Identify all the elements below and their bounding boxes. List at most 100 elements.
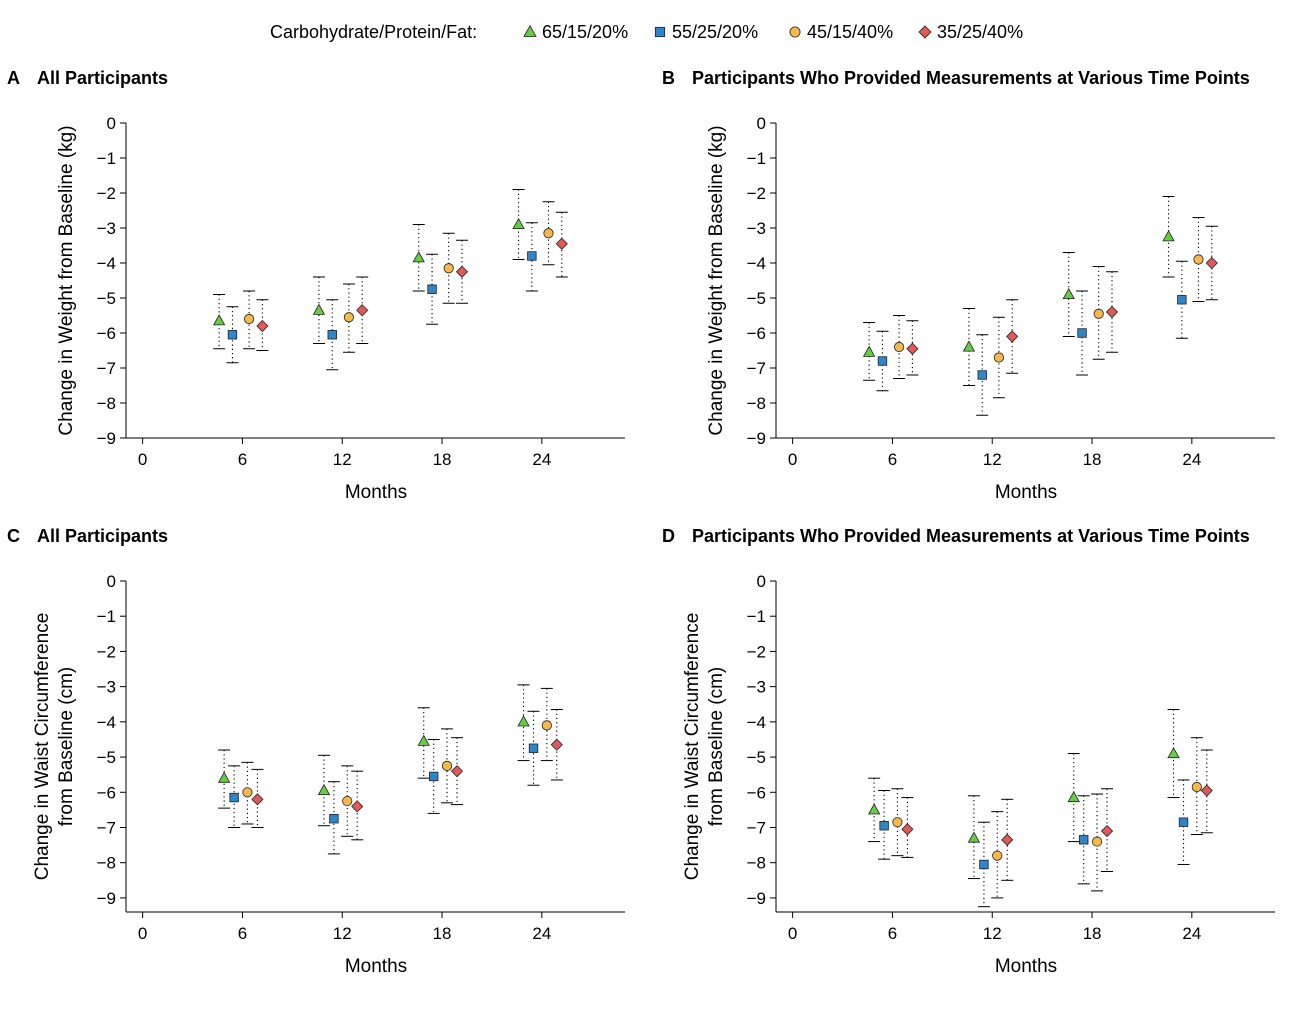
data-point-square — [976, 334, 989, 416]
legend-title: Carbohydrate/Protein/Fat: — [270, 22, 477, 42]
y-axis-label-c: Change in Waist Circumference — [32, 613, 53, 881]
data-point-diamond — [256, 299, 269, 351]
marker-triangle — [312, 303, 326, 315]
legend-marker-2 — [654, 26, 666, 38]
y-tick-label: −1 — [97, 149, 116, 168]
data-point-circle — [992, 316, 1005, 399]
panel-d-heading: D Participants Who Provided Measurements … — [662, 526, 1250, 547]
marker-diamond — [555, 237, 568, 250]
marker-square — [229, 792, 239, 803]
marker-square — [527, 251, 537, 261]
panel-c-title: All Participants — [37, 526, 169, 546]
data-point-square — [876, 330, 889, 392]
x-axis-label-a: Months — [345, 482, 407, 503]
legend-items: 65/15/20% 55/25/20% 45/15/40% 35/25/40% — [523, 22, 1023, 42]
data-point-triangle — [1062, 252, 1075, 337]
marker-diamond — [1200, 784, 1213, 797]
panel-d-letter: D — [662, 526, 675, 546]
x-tick-label: 24 — [1182, 450, 1201, 469]
marker-triangle — [517, 715, 530, 727]
y-tick-label: −9 — [747, 429, 766, 448]
data-point-diamond — [1100, 788, 1114, 873]
marker-diamond — [1006, 330, 1019, 343]
marker-circle — [242, 787, 253, 798]
y-tick-label: −2 — [97, 184, 116, 203]
marker-triangle — [512, 217, 525, 230]
x-tick-label: 12 — [333, 450, 352, 469]
data-point-square — [878, 790, 891, 860]
x-tick-label: 18 — [433, 450, 452, 469]
data-point-square — [226, 306, 239, 364]
data-point-triangle — [417, 707, 430, 779]
marker-diamond — [450, 765, 464, 778]
marker-diamond — [251, 793, 264, 806]
legend: Carbohydrate/Protein/Fat: 65/15/20% 55/25… — [270, 22, 1023, 42]
marker-circle — [992, 850, 1003, 861]
x-tick-label: 12 — [983, 924, 1002, 943]
y-tick-label: −2 — [97, 642, 116, 661]
marker-diamond — [1001, 833, 1014, 846]
data-point-diamond — [550, 709, 563, 781]
legend-marker-3 — [789, 26, 801, 38]
y-tick-label: −6 — [97, 783, 116, 802]
x-tick-label: 6 — [888, 450, 897, 469]
y-tick-label: −8 — [97, 854, 116, 873]
y-axis-label-b: Change in Weight from Baseline (kg) — [706, 125, 727, 435]
data-point-triangle — [212, 294, 226, 350]
marker-circle — [892, 817, 903, 828]
y-tick-label: −6 — [747, 783, 766, 802]
panel-c-letter: C — [7, 526, 20, 546]
marker-triangle — [1062, 287, 1075, 300]
data-point-circle — [441, 728, 454, 804]
data-point-circle — [442, 232, 455, 304]
data-point-diamond — [901, 797, 914, 858]
y-tick-label: 0 — [107, 114, 116, 133]
x-tick-label: 24 — [1182, 924, 1201, 943]
chart-panel-d: 0 −1 −2 −3 −4 −5 −6 −7 −8 −9 0 6 12 18 24 Months Change … — [682, 572, 1275, 977]
y-tick-label: −4 — [97, 713, 116, 732]
data-point-circle — [342, 283, 355, 353]
panel-d-title: Participants Who Provided Measurements a… — [692, 526, 1250, 546]
data-point-square — [1177, 779, 1190, 865]
data-point-circle — [891, 788, 904, 857]
marker-square — [528, 743, 539, 753]
marker-circle — [342, 796, 353, 807]
data-point-circle — [540, 687, 553, 762]
marker-circle — [894, 341, 905, 353]
data-point-circle — [542, 201, 555, 266]
legend-label-2: 55/25/20% — [672, 22, 758, 42]
data-point-diamond — [351, 770, 364, 841]
y-tick-label: 0 — [757, 114, 766, 133]
y-axis-label-c: from Baseline (cm) — [56, 667, 77, 826]
y-tick-label: −8 — [97, 394, 116, 413]
marker-triangle — [412, 251, 425, 263]
y-tick-label: −7 — [97, 359, 116, 378]
marker-diamond — [901, 823, 914, 836]
marker-circle — [1091, 836, 1103, 847]
y-tick-label: −7 — [747, 359, 766, 378]
marker-circle — [1093, 308, 1104, 319]
marker-circle — [541, 720, 552, 731]
marker-diamond — [1105, 305, 1119, 319]
legend-label-4: 35/25/40% — [937, 22, 1023, 42]
y-tick-label: −9 — [97, 429, 116, 448]
data-point-diamond — [455, 239, 469, 304]
marker-square — [1079, 835, 1089, 845]
data-point-square — [527, 710, 540, 786]
y-tick-label: −9 — [97, 889, 116, 908]
chart-panel-a: 0 −1 −2 −3 −4 −5 −6 −7 −8 −9 0 6 12 18 24 Months Change … — [56, 114, 625, 503]
data-point-square — [426, 253, 439, 325]
data-point-square — [1175, 260, 1188, 339]
data-point-triangle — [317, 754, 331, 827]
marker-triangle — [967, 831, 981, 843]
x-tick-label: 0 — [788, 924, 797, 943]
data-point-diamond — [450, 737, 464, 806]
panel-a-heading: A All Participants — [7, 68, 168, 89]
marker-triangle — [1067, 790, 1080, 803]
marker-diamond — [1205, 256, 1218, 270]
marker-square — [1177, 295, 1187, 305]
y-axis-label-d: Change in Waist Circumference — [682, 613, 703, 881]
data-point-circle — [243, 290, 256, 350]
y-tick-label: −7 — [747, 818, 766, 837]
y-tick-label: −3 — [97, 678, 116, 697]
